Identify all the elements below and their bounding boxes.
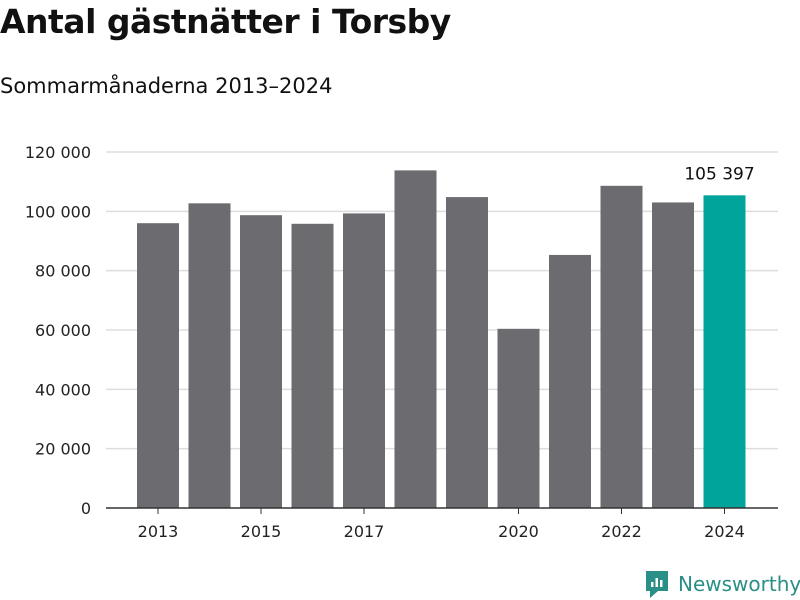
bar-2016 (291, 223, 334, 508)
chart-title: Antal gästnätter i Torsby (0, 2, 451, 41)
newsworthy-brand: Newsworthy (644, 568, 800, 600)
x-tick-label: 2013 (138, 522, 179, 541)
bar-2014 (188, 203, 231, 508)
bar-2013 (137, 223, 179, 508)
y-tick-label: 0 (81, 499, 91, 518)
bar-2022 (600, 185, 643, 508)
y-tick-label: 80 000 (35, 262, 91, 281)
x-tick-label: 2015 (241, 522, 282, 541)
y-tick-label: 40 000 (35, 380, 91, 399)
y-tick-label: 100 000 (25, 202, 91, 221)
y-tick-label: 20 000 (35, 440, 91, 459)
bar-2015 (240, 215, 282, 508)
x-tick-label: 2017 (344, 522, 385, 541)
x-tick-label: 2024 (704, 522, 745, 541)
bar-2021 (549, 254, 591, 508)
bar-2020 (497, 328, 540, 508)
x-tick-label: 2022 (601, 522, 642, 541)
data-label: 105 397 (684, 164, 754, 184)
y-tick-label: 120 000 (25, 143, 91, 162)
y-tick-label: 60 000 (35, 321, 91, 340)
bar-2019 (446, 197, 488, 509)
newsworthy-logo-icon (646, 571, 668, 598)
chart-subtitle: Sommarmånaderna 2013–2024 (0, 74, 333, 98)
bar-2023 (652, 202, 694, 508)
bar-2017 (343, 213, 385, 508)
bar-2024 (703, 195, 746, 508)
bar-2018 (394, 170, 437, 509)
x-tick-label: 2020 (498, 522, 539, 541)
brand-name: Newsworthy (678, 572, 800, 596)
